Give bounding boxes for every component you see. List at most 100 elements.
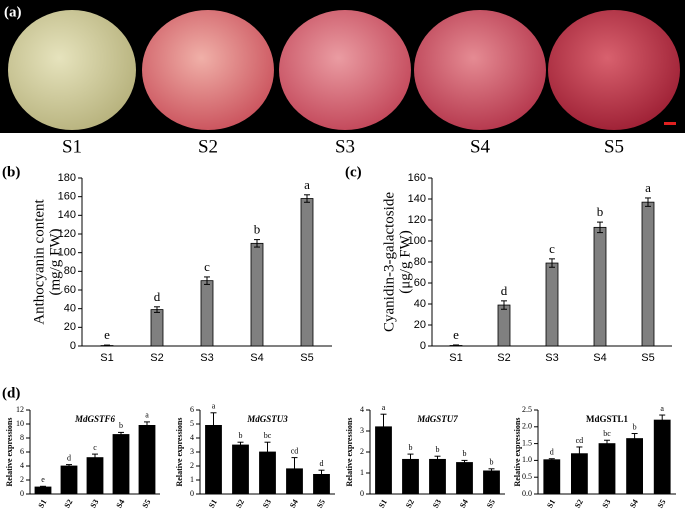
error-bar — [291, 457, 298, 481]
y-tick-label: 2 — [20, 475, 24, 484]
x-tick-label: S3 — [88, 498, 100, 510]
bar — [200, 280, 214, 347]
x-tick-label: S2 — [497, 352, 510, 364]
y-tick-label: 1.0 — [522, 455, 532, 464]
sample-label: S4 — [470, 136, 491, 157]
x-tick-label: S1 — [377, 498, 389, 510]
y-tick-label: 0.5 — [522, 472, 532, 481]
apple-photo — [414, 10, 546, 130]
bar — [138, 424, 156, 495]
y-tick-label: 140 — [408, 193, 426, 205]
x-tick-label: S5 — [641, 352, 654, 364]
y-tick-label: 1 — [190, 475, 194, 484]
y-tick-label: 120 — [408, 214, 426, 226]
significance-letter: b — [239, 431, 243, 440]
y-tick-label: 100 — [58, 247, 76, 259]
y-axis-label: (μg/g FW) — [397, 230, 413, 293]
apple-photo — [8, 10, 136, 130]
error-bar — [154, 306, 160, 313]
y-tick-label: 80 — [414, 256, 426, 268]
x-tick-label: S1 — [36, 498, 48, 510]
significance-letter: e — [104, 327, 110, 342]
significance-letter: d — [67, 453, 71, 462]
error-bar — [40, 485, 46, 489]
error-bar — [92, 453, 98, 462]
bar — [86, 457, 104, 495]
y-tick-label: 0 — [360, 489, 364, 498]
error-bar — [548, 458, 555, 462]
error-bar — [210, 412, 217, 439]
error-bar — [631, 433, 638, 445]
bar — [60, 465, 78, 495]
significance-letter: cd — [576, 436, 584, 445]
y-axis-label: Relative expressions — [513, 418, 522, 487]
bar — [598, 443, 616, 495]
error-bar — [118, 431, 124, 438]
apple-photo — [279, 10, 411, 130]
y-tick-label: 5 — [190, 419, 194, 428]
y-tick-label: 20 — [414, 319, 426, 331]
significance-letter: d — [154, 289, 161, 304]
y-tick-label: 0 — [20, 489, 24, 498]
error-bar — [264, 441, 271, 463]
x-tick-label: S5 — [656, 498, 668, 510]
x-tick-label: S1 — [100, 352, 113, 364]
error-bar — [237, 441, 244, 449]
sample-label: S2 — [198, 136, 218, 157]
significance-letter: b — [633, 422, 637, 431]
bar — [429, 458, 446, 495]
y-tick-label: 40 — [64, 303, 76, 315]
significance-letter: b — [490, 458, 494, 467]
y-axis-label: Cyanidin-3-galactoside — [381, 192, 397, 332]
x-tick-label: S5 — [140, 498, 152, 510]
x-tick-label: S4 — [288, 498, 300, 510]
y-tick-label: 12 — [16, 405, 24, 414]
y-axis-label: Relative expressions — [175, 418, 184, 487]
x-tick-label: S1 — [449, 352, 462, 364]
y-tick-label: 3 — [360, 426, 364, 435]
error-bar — [549, 258, 555, 268]
significance-letter: b — [409, 443, 413, 452]
panel-label: (a) — [4, 4, 22, 20]
error-bar — [659, 414, 666, 426]
significance-letter: e — [453, 327, 459, 342]
chart-title: MdGSTU7 — [416, 414, 458, 424]
significance-letter: b — [597, 204, 604, 219]
y-axis-label: (mg/g FW) — [47, 228, 63, 295]
y-tick-label: 6 — [20, 447, 24, 456]
y-tick-label: 160 — [58, 191, 76, 203]
y-tick-label: 2.0 — [522, 422, 532, 431]
error-bar — [380, 413, 387, 440]
significance-letter: cd — [291, 446, 299, 455]
y-tick-label: 10 — [16, 419, 24, 428]
y-tick-label: 60 — [414, 277, 426, 289]
y-tick-label: 2.5 — [522, 405, 532, 414]
significance-letter: a — [645, 180, 651, 195]
significance-letter: a — [660, 404, 664, 413]
x-tick-label: S4 — [458, 498, 470, 510]
error-bar — [204, 276, 210, 285]
bar — [300, 198, 314, 347]
significance-letter: d — [320, 459, 324, 468]
y-tick-label: 8 — [20, 433, 24, 442]
significance-letter: bc — [264, 431, 272, 440]
x-tick-label: S1 — [545, 498, 557, 510]
sample-label: S5 — [604, 136, 624, 157]
significance-letter: c — [204, 259, 210, 274]
error-bar — [488, 468, 495, 474]
y-tick-label: 20 — [64, 321, 76, 333]
y-tick-label: 80 — [64, 265, 76, 277]
x-tick-label: S4 — [593, 352, 606, 364]
significance-letter: bc — [603, 429, 611, 438]
bar — [653, 419, 671, 495]
bar — [250, 242, 264, 347]
error-bar — [104, 344, 110, 347]
x-tick-label: S5 — [300, 352, 313, 364]
y-tick-label: 1.5 — [522, 438, 532, 447]
y-tick-label: 4 — [190, 433, 194, 442]
x-tick-label: S3 — [600, 498, 612, 510]
bar — [150, 309, 164, 347]
bar — [641, 201, 655, 347]
significance-letter: a — [145, 411, 149, 420]
